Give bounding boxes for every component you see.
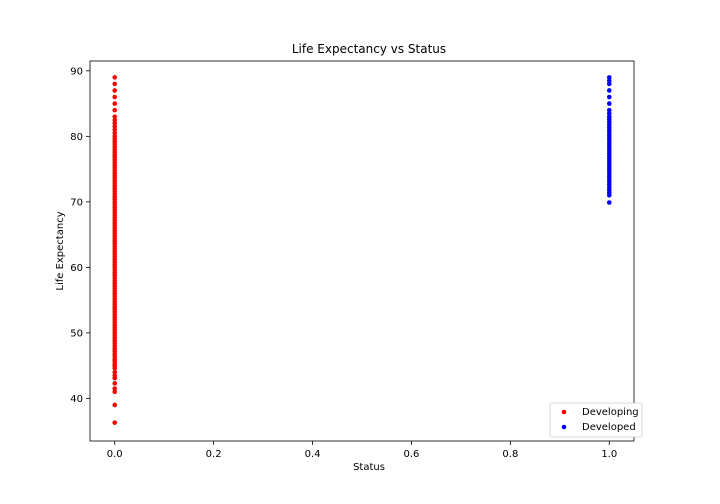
legend-box [549, 402, 643, 438]
point-developing [112, 389, 118, 395]
legend-marker-developing [561, 409, 567, 415]
x-tick-label: 0.4 [305, 449, 321, 460]
legend-marker-developed [561, 424, 567, 430]
y-axis: 40 50 60 70 80 90 [70, 66, 90, 405]
point-developing [112, 94, 118, 100]
x-tick-label: 0.0 [107, 449, 123, 460]
y-tick-label: 70 [70, 197, 83, 208]
point-developing [112, 381, 118, 386]
point-developing [112, 127, 118, 133]
point-developing [112, 420, 118, 425]
x-tick-label: 0.2 [206, 449, 222, 460]
point-developing [112, 75, 118, 80]
point-developed [606, 101, 612, 106]
y-tick-label: 60 [70, 263, 83, 274]
point-developing [112, 81, 118, 87]
point-developed [606, 75, 612, 80]
point-developing [112, 386, 118, 391]
x-axis-label: Status [353, 462, 385, 473]
y-tick-label: 90 [70, 66, 83, 77]
point-developing [112, 134, 118, 139]
x-tick-label: 0.8 [502, 449, 518, 460]
point-developing [112, 88, 118, 93]
y-tick-label: 50 [70, 328, 83, 339]
data-points [112, 75, 612, 425]
point-developed [606, 81, 612, 87]
point-developed [606, 107, 612, 113]
point-developing [112, 117, 118, 123]
point-developed [606, 88, 612, 93]
point-developing [112, 369, 118, 375]
point-developing [112, 120, 118, 126]
point-developed [606, 78, 612, 83]
x-tick-label: 0.6 [404, 449, 420, 460]
y-axis-label: Life Expectancy [55, 211, 66, 290]
point-developing [112, 124, 118, 129]
point-developing [112, 130, 118, 136]
legend-label-developing: Developing [582, 407, 639, 418]
point-developed [606, 200, 612, 205]
y-tick-label: 80 [70, 132, 83, 143]
plot-area-frame [89, 60, 635, 442]
point-developing [112, 373, 118, 378]
point-developed [606, 94, 612, 100]
legend: Developing Developed [549, 402, 643, 438]
point-developing [112, 107, 118, 113]
x-tick-label: 1.0 [601, 449, 617, 460]
chart-title: Life Expectancy vs Status [292, 42, 446, 56]
y-tick-label: 40 [70, 394, 83, 405]
point-developing [112, 101, 118, 106]
point-developed [606, 111, 612, 116]
point-developing [112, 402, 118, 408]
x-axis: 0.0 0.2 0.4 0.6 0.8 1.0 [107, 441, 617, 460]
point-developing [112, 114, 118, 119]
point-developed [606, 114, 612, 119]
legend-label-developed: Developed [582, 422, 636, 433]
